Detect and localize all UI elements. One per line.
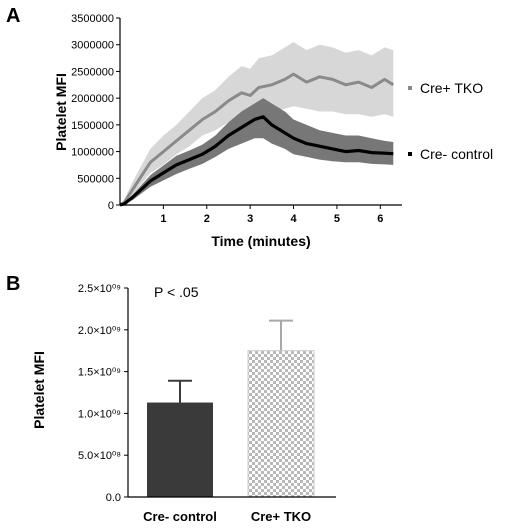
panel-a-y-axis-label: Platelet MFI [53, 73, 69, 151]
y-tick-label: 0.0 [106, 492, 121, 504]
x-tick-label: 2 [204, 213, 210, 225]
panel-b-bars [147, 319, 315, 498]
panel-b-y-ticks: 0.0 5.0×10⁰⁸ 1.0×10⁰⁹ 1.5×10⁰⁹ 2.0×10⁰⁹ 2.5×1… [78, 283, 128, 504]
panel-a-bands [120, 42, 394, 205]
panel-b-y-axis-label: Platelet MFI [31, 351, 47, 429]
panel-b-category-labels: Cre- control Cre+ TKO [143, 509, 311, 524]
legend-label-cre-minus-control: Cre- control [420, 146, 493, 162]
y-tick-label: 1500000 [71, 120, 114, 132]
panel-a-x-axis-label: Time (minutes) [211, 233, 310, 249]
category-label-cre-minus-control: Cre- control [143, 509, 217, 524]
legend-label-cre-plus-tko: Cre+ TKO [420, 80, 483, 96]
legend-marker-cre-minus-control [408, 152, 412, 156]
y-tick-label: 0 [108, 200, 114, 212]
panel-a-y-ticks: 0 500000 1000000 1500000 2000000 2500000 30000… [71, 13, 120, 212]
legend-marker-cre-plus-tko [408, 86, 412, 90]
panel-b-label: B [6, 273, 20, 295]
y-tick-label: 3000000 [71, 40, 114, 52]
y-tick-label: 500000 [77, 173, 114, 185]
panel-a-x-ticks: 1 2 3 4 5 6 [160, 205, 383, 225]
y-tick-label: 1.5×10⁰⁹ [78, 367, 121, 379]
y-tick-label: 2500000 [71, 66, 114, 78]
p-value-annotation: P < .05 [154, 284, 199, 300]
bar-cre-plus-tko [247, 350, 315, 498]
y-tick-label: 2000000 [71, 93, 114, 105]
y-tick-label: 5.0×10⁰⁸ [78, 450, 121, 462]
band-cre-plus-tko [120, 42, 394, 205]
y-tick-label: 2.0×10⁰⁹ [78, 325, 121, 337]
y-tick-label: 3500000 [71, 13, 114, 25]
x-tick-label: 3 [247, 213, 253, 225]
series-line-cre-minus-control [119, 115, 394, 207]
x-tick-label: 4 [290, 213, 297, 225]
bar-cre-minus-control [147, 402, 213, 497]
category-label-cre-plus-tko: Cre+ TKO [251, 509, 311, 524]
y-tick-label: 1.0×10⁰⁹ [78, 408, 121, 420]
x-tick-label: 5 [334, 213, 340, 225]
y-tick-label: 2.5×10⁰⁹ [78, 283, 121, 295]
x-tick-label: 6 [377, 213, 383, 225]
series-line-cre-plus-tko [119, 72, 395, 207]
panel-a-lines [119, 72, 395, 207]
y-tick-label: 1000000 [71, 147, 114, 159]
x-tick-label: 1 [160, 213, 166, 225]
panel-a-label: A [6, 5, 20, 27]
